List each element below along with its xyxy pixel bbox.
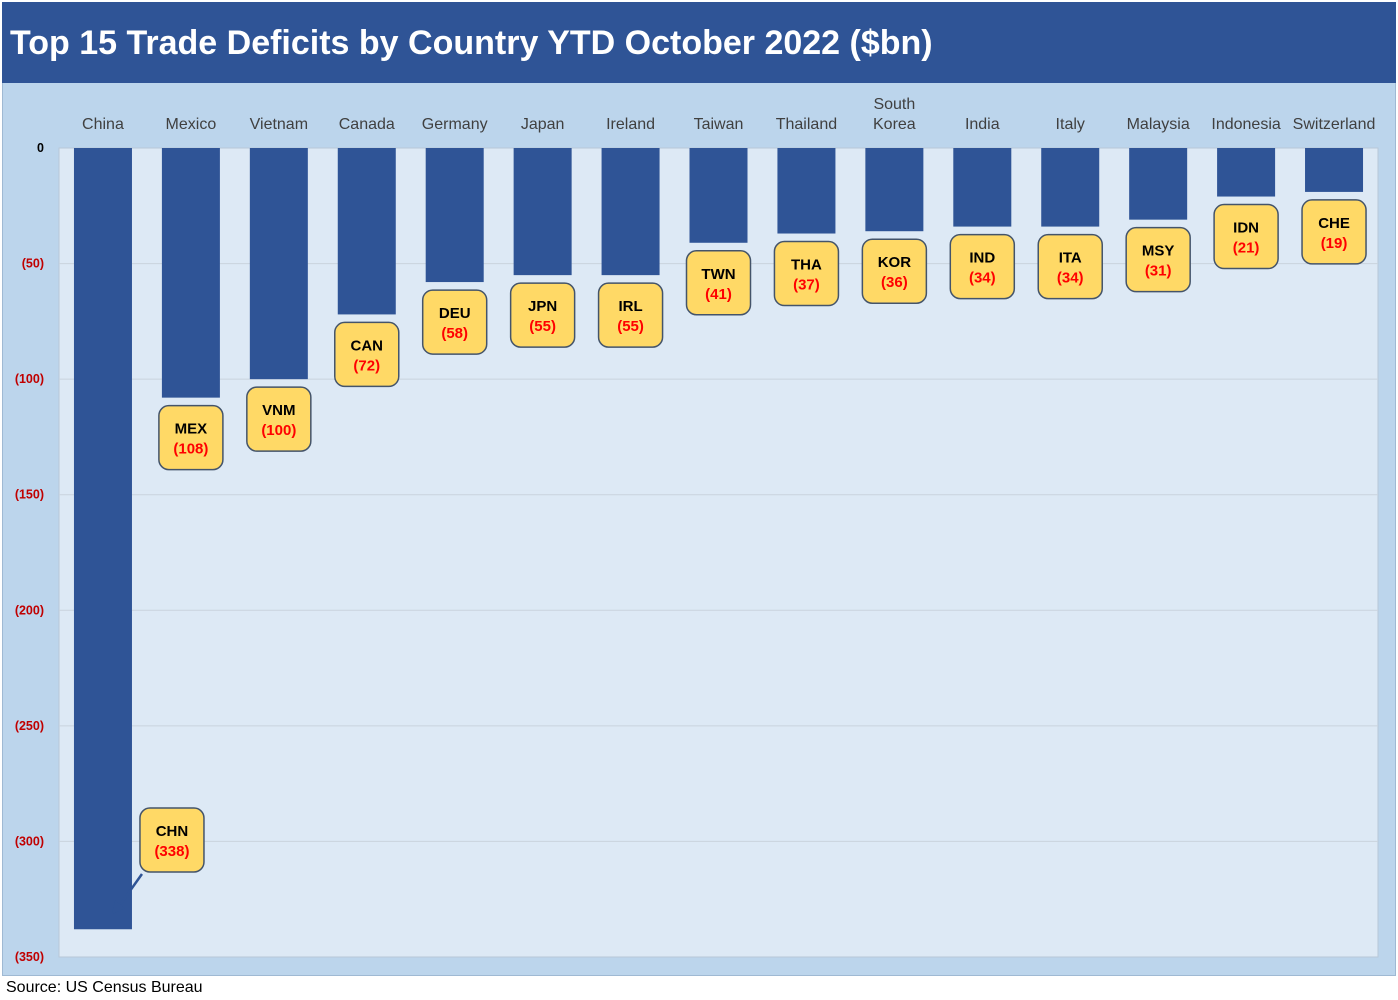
callout-value: (72) [353,357,380,374]
category-label: Thailand [776,116,837,133]
y-tick-label: (100) [15,372,44,386]
category-label: Japan [521,116,565,133]
y-tick-label: (200) [15,603,44,617]
bar-ind [953,148,1012,227]
y-tick-label: (250) [15,719,44,733]
category-label: South [873,96,915,113]
bar-msy [1129,148,1188,220]
y-tick-label: (150) [15,488,44,502]
callout-box [597,282,664,348]
callout-value: (21) [1233,240,1260,257]
category-label: Taiwan [694,116,744,133]
callout-value: (36) [881,274,908,291]
category-label-line2: Korea [873,116,916,133]
bar-che [1305,148,1364,192]
callout-value: (100) [261,422,296,439]
callout-value: (338) [154,843,189,860]
title-bar: Top 15 Trade Deficits by Country YTD Oct… [2,2,1396,83]
callout-box [1037,233,1103,300]
callout-code: MSY [1142,243,1175,260]
source-note: Source: US Census Bureau [6,979,203,996]
chart-title: Top 15 Trade Deficits by Country YTD Oct… [10,24,933,62]
category-label: Ireland [606,116,655,133]
callout-box [1125,226,1191,293]
bar-chn [73,148,132,930]
callout-box [1301,199,1367,265]
bar-irl [601,148,660,276]
callout-code: IRL [618,298,642,315]
callout-value: (58) [441,325,468,342]
category-label: China [82,116,124,133]
callout-box [773,240,840,307]
callout-box [139,807,205,873]
y-tick-label: 0 [37,141,44,155]
callout-value: (34) [1057,270,1084,287]
callout-box [949,233,1016,300]
callout-value: (19) [1321,235,1348,252]
category-label: Indonesia [1211,116,1280,133]
category-label: Switzerland [1293,116,1376,133]
callout-code: IND [969,250,995,267]
callout-value: (37) [793,277,820,294]
callout-value: (41) [705,286,732,303]
bar-vnm [249,148,308,380]
callout-box [1213,203,1279,270]
callout-code: CHN [156,823,189,840]
bar-twn [689,148,748,243]
y-tick-label: (350) [15,950,44,964]
callout-code: JPN [528,298,557,315]
bar-mex [161,148,220,398]
bar-idn [1217,148,1276,197]
category-label: Italy [1056,116,1085,133]
category-label: Germany [422,116,488,133]
callout-code: KOR [878,254,912,271]
callout-box [685,250,752,316]
callout-value: (34) [969,270,996,287]
callout-code: DEU [439,305,471,322]
callout-box [246,386,312,452]
callout-code: ITA [1059,250,1082,267]
callout-box [158,404,224,471]
callout-box [861,238,928,304]
y-tick-label: (300) [15,834,44,848]
category-label: Mexico [166,116,217,133]
callout-value: (108) [173,441,208,458]
callout-code: THA [791,257,822,274]
category-label: Vietnam [250,116,308,133]
callout-box [334,321,400,388]
bar-ita [1041,148,1100,227]
callout-code: CHE [1318,215,1350,232]
category-label: Malaysia [1127,116,1190,133]
callout-value: (55) [617,318,644,335]
y-tick-label: (50) [22,257,44,271]
callout-value: (55) [529,318,556,335]
callout-arrowhead [111,900,125,915]
callout-code: TWN [701,266,735,283]
category-label: Canada [339,116,395,133]
callout-arrow [115,873,143,910]
bar-deu [425,148,484,283]
callout-box [509,282,576,348]
bar-tha [777,148,836,234]
callout-box [421,289,488,355]
callout-code: IDN [1233,220,1259,237]
bar-can [337,148,396,315]
callout-code: VNM [262,402,295,419]
callout-value: (31) [1145,263,1172,280]
callout-code: MEX [175,421,208,438]
bar-kor [865,148,924,232]
category-label: India [965,116,1000,133]
callout-code: CAN [351,337,384,354]
bar-jpn [513,148,572,276]
